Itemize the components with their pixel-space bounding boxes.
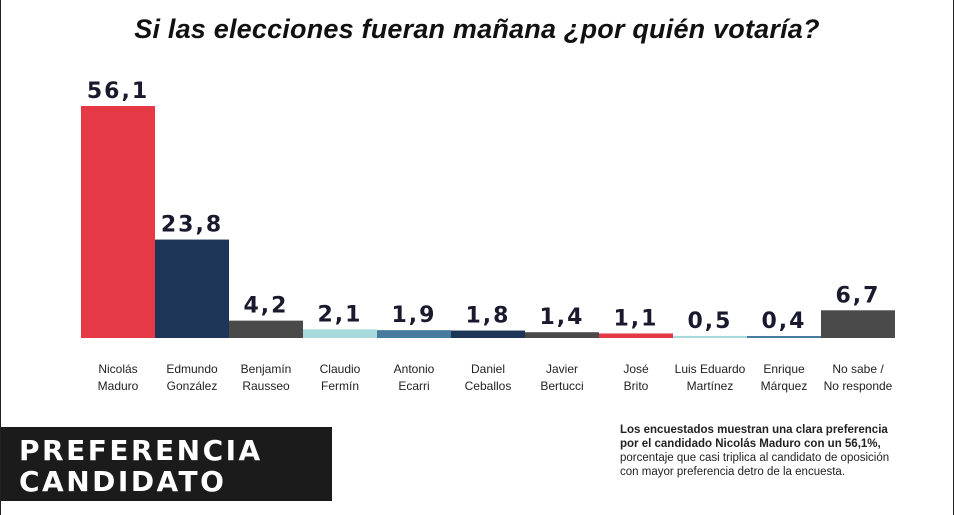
- category-label-9-0: Enrique: [763, 362, 805, 376]
- bar-6: [525, 332, 599, 338]
- note-line-4: con mayor preferencia detro de la encues…: [620, 466, 846, 478]
- frame-left-border: [0, 0, 1, 515]
- category-label-5-1: Ceballos: [465, 379, 512, 393]
- bar-0: [81, 106, 155, 338]
- badge-line-2: CANDIDATO: [19, 465, 227, 498]
- category-label-5-0: Daniel: [471, 362, 505, 376]
- bar-value-label-0: 56,1: [87, 79, 149, 104]
- category-label-8-0: Luis Eduardo: [675, 362, 746, 376]
- category-label-6-1: Bertucci: [540, 379, 583, 393]
- bar-10: [821, 310, 895, 338]
- bar-3: [303, 329, 377, 338]
- category-label-3-1: Fermín: [321, 379, 359, 393]
- bar-value-label-2: 4,2: [244, 294, 289, 319]
- category-label-0-1: Maduro: [98, 379, 139, 393]
- category-label-10-1: No responde: [824, 379, 893, 393]
- category-label-8-1: Martínez: [687, 379, 734, 393]
- bar-value-label-6: 1,4: [540, 305, 585, 330]
- category-label-9-1: Márquez: [761, 379, 808, 393]
- bar-value-label-3: 2,1: [318, 302, 363, 327]
- badge-line-1: PREFERENCIA: [19, 434, 263, 467]
- category-label-2-1: Rausseo: [242, 379, 290, 393]
- category-label-0-0: Nicolás: [98, 362, 137, 376]
- bar-value-label-5: 1,8: [466, 304, 511, 329]
- bar-chart: 56,1 Nicolás Maduro 23,8 Edmundo González 4,2 B…: [81, 79, 895, 393]
- category-label-3-0: Claudio: [320, 362, 361, 376]
- category-label-10-0: No sabe /: [832, 362, 884, 376]
- bar-value-label-9: 0,4: [762, 309, 807, 334]
- bar-8: [673, 335, 747, 338]
- bar-4: [377, 330, 451, 338]
- bar-5: [451, 330, 525, 338]
- category-label-6-0: Javier: [546, 362, 578, 376]
- bar-value-label-10: 6,7: [836, 283, 881, 308]
- category-label-4-0: Antonio: [394, 362, 435, 376]
- bar-7: [599, 333, 673, 338]
- category-label-2-0: Benjamín: [241, 362, 292, 376]
- note-line-3: porcentaje que casi triplica al candidat…: [620, 452, 890, 464]
- category-label-4-1: Ecarri: [398, 379, 429, 393]
- category-label-7-1: Brito: [624, 379, 649, 393]
- bar-9: [747, 336, 821, 338]
- bar-value-label-1: 23,8: [161, 213, 223, 238]
- chart-title: Si las elecciones fueran mañana ¿por qui…: [134, 14, 820, 44]
- category-label-7-0: José: [623, 362, 649, 376]
- note-bold-line-1: Los encuestados muestran una clara prefe…: [620, 424, 888, 436]
- bar-value-label-4: 1,9: [392, 303, 437, 328]
- note-bold-line-2: por el candidado Nicolás Maduro con un 5…: [620, 438, 881, 450]
- category-label-1-1: González: [167, 379, 218, 393]
- summary-note: Los encuestados muestran una clara prefe…: [620, 423, 920, 479]
- bar-value-label-8: 0,5: [688, 309, 733, 334]
- bar-1: [155, 239, 229, 338]
- section-badge: PREFERENCIA CANDIDATO: [1, 427, 332, 501]
- bar-2: [229, 320, 303, 338]
- bar-value-label-7: 1,1: [614, 306, 659, 331]
- category-label-1-0: Edmundo: [166, 362, 218, 376]
